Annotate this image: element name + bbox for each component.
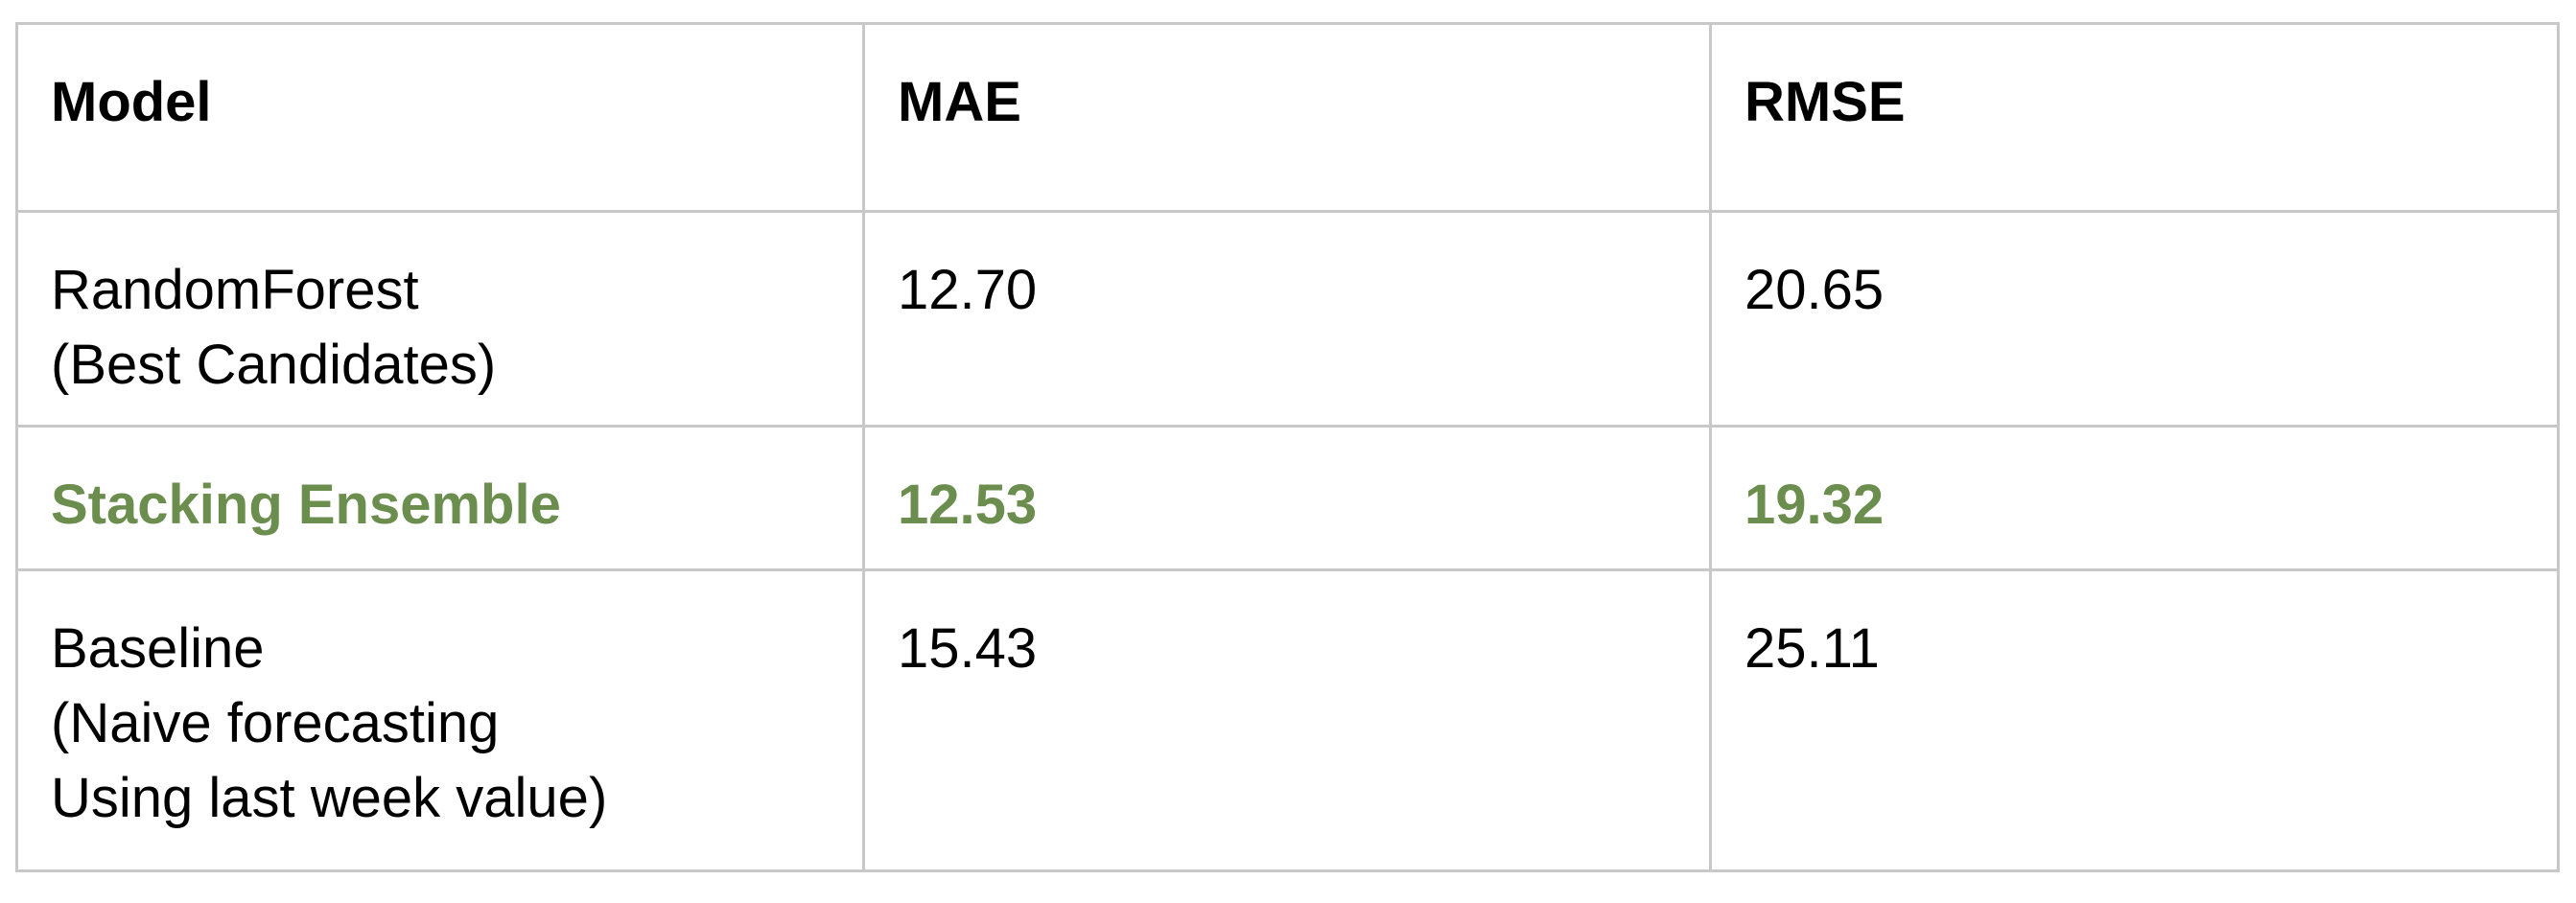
cell-model: Baseline (Naive forecasting Using last w… (15, 568, 865, 872)
cell-model: RandomForest (Best Candidates) (15, 210, 865, 428)
table-row: Stacking Ensemble 12.53 19.32 (15, 425, 2560, 571)
header-rmse: RMSE (1709, 22, 2560, 213)
cell-rmse: 20.65 (1709, 210, 2560, 428)
table-row: RandomForest (Best Candidates) 12.70 20.… (15, 210, 2560, 428)
cell-model: Stacking Ensemble (15, 425, 865, 571)
cell-mae: 15.43 (862, 568, 1712, 872)
results-table: Model MAE RMSE RandomForest (Best Candid… (15, 22, 2560, 872)
cell-rmse: 19.32 (1709, 425, 2560, 571)
cell-rmse: 25.11 (1709, 568, 2560, 872)
table-row: Baseline (Naive forecasting Using last w… (15, 568, 2560, 872)
cell-mae: 12.53 (862, 425, 1712, 571)
table-header-row: Model MAE RMSE (15, 22, 2560, 213)
header-mae: MAE (862, 22, 1712, 213)
header-model: Model (15, 22, 865, 213)
cell-mae: 12.70 (862, 210, 1712, 428)
